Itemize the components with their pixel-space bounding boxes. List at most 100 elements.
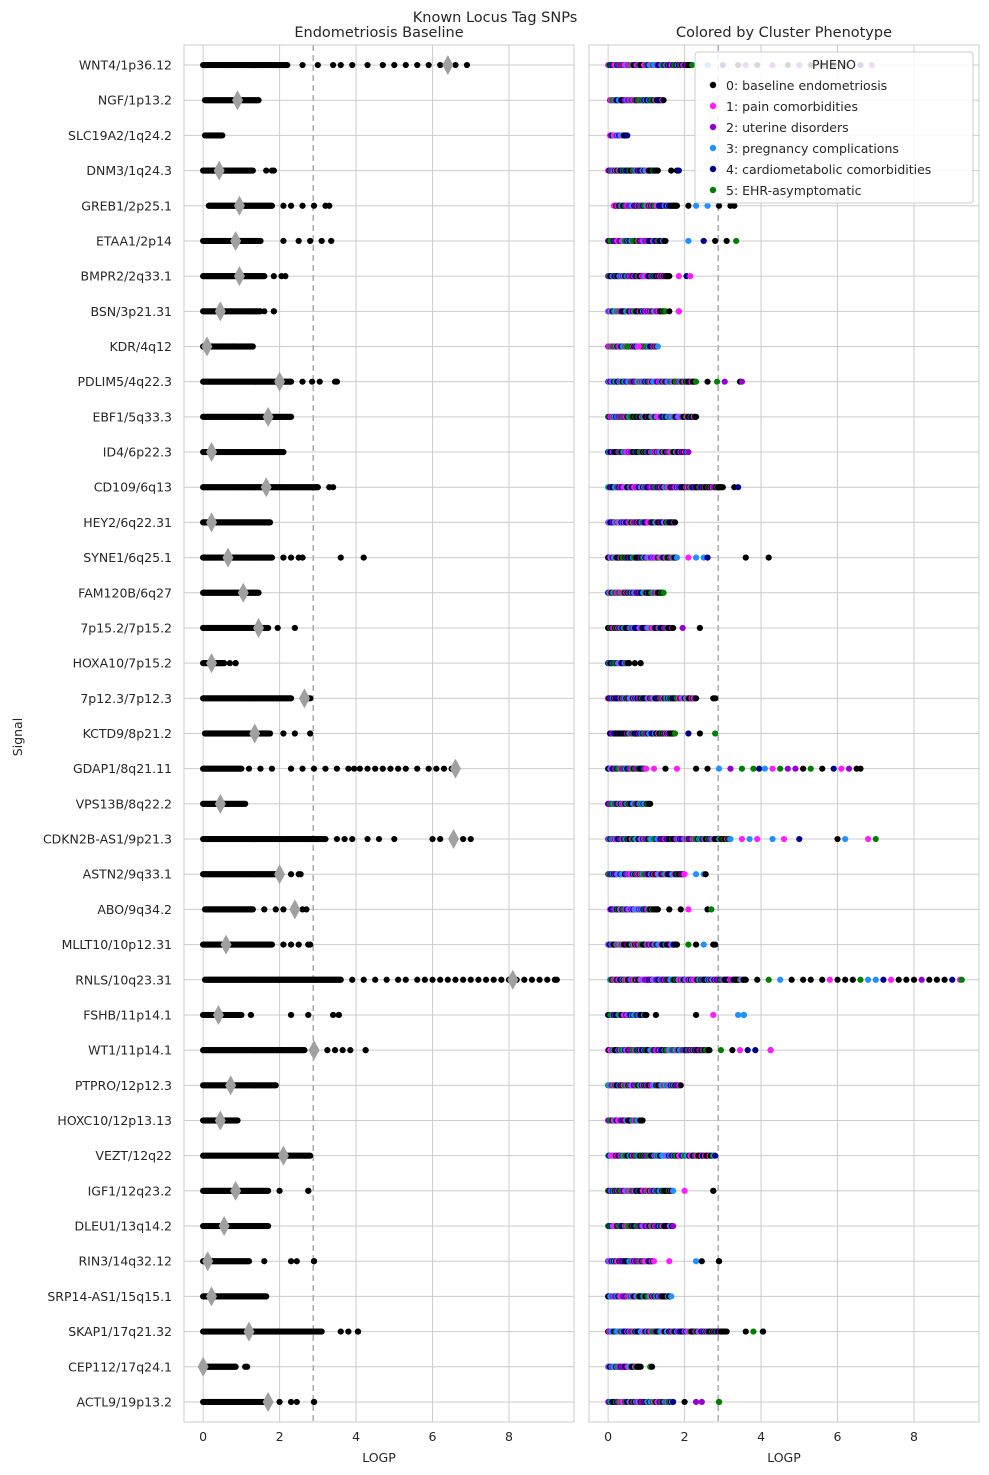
data-point	[243, 1363, 251, 1370]
median-diamond	[197, 1356, 209, 1377]
data-point	[280, 941, 287, 948]
data-point	[249, 167, 256, 174]
data-point	[738, 835, 746, 843]
data-point	[692, 695, 700, 702]
data-point	[249, 343, 256, 350]
data-point	[704, 554, 711, 561]
y-tick-label: DLEU1/13q14.2	[75, 1219, 172, 1234]
data-point	[245, 765, 253, 772]
data-point	[247, 1011, 255, 1019]
y-tick-label: FAM120B/6q27	[78, 585, 172, 600]
data-point	[349, 835, 356, 843]
data-point	[351, 765, 358, 772]
data-point	[654, 343, 661, 350]
y-tick-label: GREB1/2p25.1	[81, 198, 172, 213]
data-point	[307, 1152, 314, 1159]
data-point	[287, 1398, 295, 1406]
signal-row-points	[200, 160, 277, 181]
data-point	[266, 519, 274, 526]
data-point	[729, 1047, 736, 1054]
data-point	[372, 976, 379, 983]
data-point	[704, 378, 711, 385]
data-point	[765, 554, 772, 561]
data-point	[287, 941, 295, 948]
y-tick-label: PTPRO/12p12.3	[75, 1078, 172, 1093]
median-diamond	[507, 969, 519, 990]
data-point	[761, 765, 768, 772]
data-point	[270, 167, 277, 174]
data-point	[318, 1328, 325, 1335]
x-tick-label: 8	[505, 1429, 513, 1444]
y-tick-label: ACTL9/19p13.2	[77, 1394, 173, 1409]
signal-row-points	[606, 730, 719, 737]
data-point	[673, 554, 681, 561]
data-point	[467, 976, 474, 983]
data-point	[807, 765, 814, 772]
data-point	[708, 906, 715, 913]
data-point	[712, 1152, 719, 1159]
data-point	[660, 589, 667, 596]
y-tick-label: CD109/6q13	[94, 480, 172, 495]
data-point	[305, 1011, 312, 1019]
data-point	[807, 976, 814, 983]
signal-row-points	[605, 589, 667, 596]
y-tick-label: ID4/6p22.3	[103, 445, 172, 460]
data-point	[692, 554, 700, 561]
data-point	[712, 941, 719, 948]
data-point	[297, 871, 304, 878]
data-point	[349, 976, 356, 983]
data-point	[637, 660, 644, 667]
median-diamond	[249, 723, 261, 744]
signal-row-points	[200, 1391, 318, 1412]
data-point	[379, 765, 386, 772]
data-point	[318, 237, 325, 245]
median-diamond	[220, 934, 232, 955]
data-point	[696, 624, 703, 632]
median-diamond	[214, 793, 226, 814]
signal-row-points	[200, 1075, 279, 1096]
median-diamond	[274, 371, 286, 392]
median-diamond	[274, 864, 286, 885]
data-point	[299, 61, 306, 69]
y-tick-label: SLC19A2/1q24.2	[68, 128, 172, 143]
data-point	[742, 976, 749, 983]
data-point	[452, 61, 459, 69]
data-point	[800, 976, 807, 983]
data-point	[626, 660, 633, 667]
data-point	[337, 61, 344, 69]
data-point	[364, 835, 371, 843]
data-point	[880, 976, 887, 983]
data-point	[727, 835, 734, 843]
data-point	[689, 61, 696, 69]
data-point	[287, 765, 295, 772]
data-point	[710, 1187, 717, 1194]
median-diamond	[230, 1180, 242, 1201]
data-point	[364, 765, 371, 772]
data-point	[314, 61, 321, 69]
median-diamond	[213, 160, 225, 181]
signal-row-points	[605, 308, 682, 315]
data-point	[521, 976, 528, 983]
data-point	[444, 976, 451, 983]
signal-row-points	[605, 1082, 684, 1089]
data-point	[268, 554, 276, 561]
data-point	[402, 61, 409, 69]
data-point	[322, 835, 329, 843]
signal-row-points	[200, 266, 289, 287]
data-point	[733, 237, 740, 245]
data-point	[631, 660, 638, 667]
signal-row-points	[605, 448, 692, 456]
signal-row-points	[200, 371, 341, 392]
data-point	[696, 730, 703, 737]
data-point	[857, 765, 864, 772]
signal-row-points	[200, 1110, 241, 1131]
signal-row-points	[605, 1222, 677, 1230]
data-point	[842, 835, 849, 843]
data-point	[261, 1258, 268, 1265]
data-point	[671, 519, 679, 526]
data-point	[331, 1047, 339, 1054]
signal-row-points	[605, 871, 709, 878]
signal-row-points	[200, 1145, 314, 1166]
median-diamond	[233, 195, 245, 216]
data-point	[261, 906, 268, 913]
